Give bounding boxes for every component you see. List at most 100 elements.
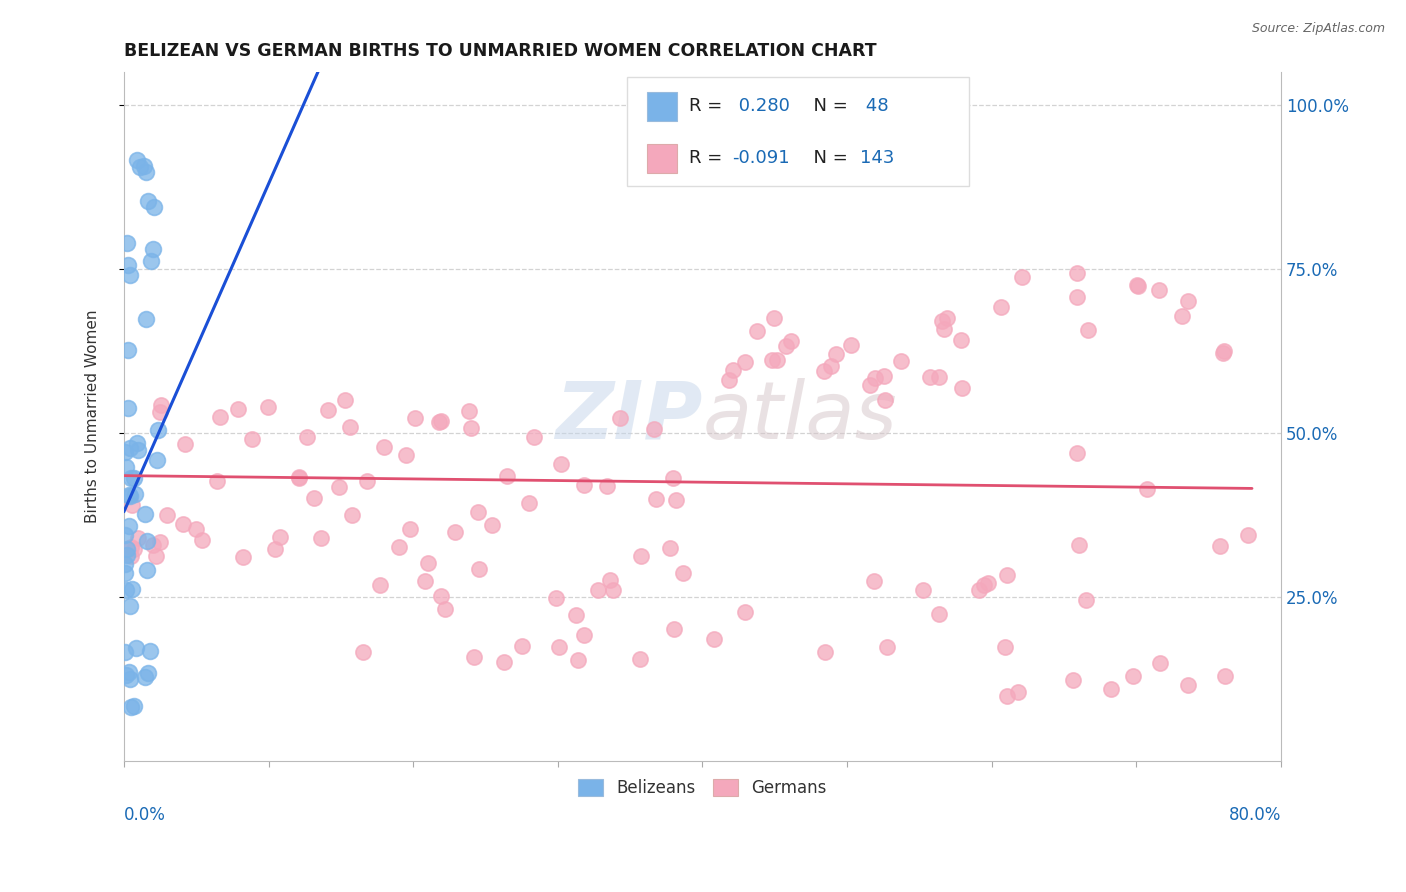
Text: 0.0%: 0.0% xyxy=(124,805,166,823)
Point xyxy=(510,639,533,653)
Point xyxy=(839,338,862,352)
FancyBboxPatch shape xyxy=(647,92,676,120)
Text: N =: N = xyxy=(801,97,853,115)
Point xyxy=(596,479,619,493)
Text: Source: ZipAtlas.com: Source: ZipAtlas.com xyxy=(1251,22,1385,36)
Point xyxy=(721,363,744,377)
Point xyxy=(429,589,451,603)
Point xyxy=(762,311,785,326)
Point xyxy=(399,522,422,536)
Point xyxy=(340,508,363,523)
Point xyxy=(602,582,624,597)
Point xyxy=(1069,538,1091,552)
Point xyxy=(373,440,395,454)
Point xyxy=(288,470,311,484)
Y-axis label: Births to Unmarried Women: Births to Unmarried Women xyxy=(86,310,100,524)
Point xyxy=(115,460,138,475)
Point xyxy=(936,310,959,325)
Legend: Belizeans, Germans: Belizeans, Germans xyxy=(572,772,834,804)
Point xyxy=(1122,668,1144,682)
Point xyxy=(628,651,651,665)
FancyBboxPatch shape xyxy=(647,144,676,173)
Point xyxy=(918,369,941,384)
Point xyxy=(1213,669,1236,683)
Point xyxy=(458,404,481,418)
Point xyxy=(599,573,621,587)
Point xyxy=(995,568,1018,582)
Point xyxy=(995,689,1018,703)
Point xyxy=(302,491,325,505)
Point xyxy=(368,577,391,591)
Point xyxy=(734,355,756,369)
Point xyxy=(990,300,1012,314)
Point xyxy=(120,540,142,554)
FancyBboxPatch shape xyxy=(627,78,969,186)
Point xyxy=(973,577,995,591)
Point xyxy=(115,541,138,556)
Point xyxy=(172,516,194,531)
Text: 80.0%: 80.0% xyxy=(1229,805,1281,823)
Point xyxy=(890,354,912,368)
Point xyxy=(550,457,572,471)
Point xyxy=(121,499,143,513)
Point xyxy=(1171,310,1194,324)
Point xyxy=(1136,482,1159,496)
Point xyxy=(122,698,145,713)
Point xyxy=(814,645,837,659)
Point xyxy=(117,343,139,358)
Text: R =: R = xyxy=(689,150,727,168)
Point xyxy=(413,574,436,589)
Point xyxy=(328,480,350,494)
Point xyxy=(928,369,950,384)
Point xyxy=(404,410,426,425)
Point xyxy=(118,665,141,679)
Point xyxy=(967,583,990,598)
Point xyxy=(114,645,136,659)
Point xyxy=(734,605,756,619)
Point xyxy=(928,607,950,621)
Point xyxy=(240,432,263,446)
Point xyxy=(703,632,725,646)
Point xyxy=(118,268,141,282)
Point xyxy=(139,643,162,657)
Point xyxy=(467,505,489,519)
Text: R =: R = xyxy=(689,97,727,115)
Point xyxy=(932,321,955,335)
Point xyxy=(523,430,546,444)
Point xyxy=(813,364,835,378)
Point xyxy=(1062,673,1084,687)
Point xyxy=(191,533,214,547)
Point xyxy=(142,242,165,256)
Point xyxy=(643,422,665,436)
Point xyxy=(184,522,207,536)
Point xyxy=(316,403,339,417)
Point xyxy=(565,607,588,622)
Point xyxy=(662,471,685,485)
Point xyxy=(149,535,172,549)
Point xyxy=(859,378,882,392)
Point xyxy=(146,453,169,467)
Text: -0.091: -0.091 xyxy=(733,150,790,168)
Point xyxy=(128,160,150,174)
Point xyxy=(135,312,157,326)
Point xyxy=(117,258,139,272)
Point xyxy=(463,650,485,665)
Point xyxy=(1099,681,1122,696)
Text: 143: 143 xyxy=(860,150,894,168)
Point xyxy=(115,668,138,682)
Point xyxy=(761,353,783,368)
Point xyxy=(226,401,249,416)
Point xyxy=(134,159,156,173)
Point xyxy=(288,471,311,485)
Point xyxy=(1213,344,1236,359)
Point xyxy=(572,627,595,641)
Point xyxy=(572,477,595,491)
Point xyxy=(114,557,136,571)
Point xyxy=(825,347,848,361)
Point xyxy=(495,468,517,483)
Point xyxy=(1074,592,1097,607)
Point xyxy=(1212,346,1234,360)
Point xyxy=(138,665,160,680)
Point xyxy=(120,471,142,485)
Text: BELIZEAN VS GERMAN BIRTHS TO UNMARRIED WOMEN CORRELATION CHART: BELIZEAN VS GERMAN BIRTHS TO UNMARRIED W… xyxy=(124,42,876,60)
